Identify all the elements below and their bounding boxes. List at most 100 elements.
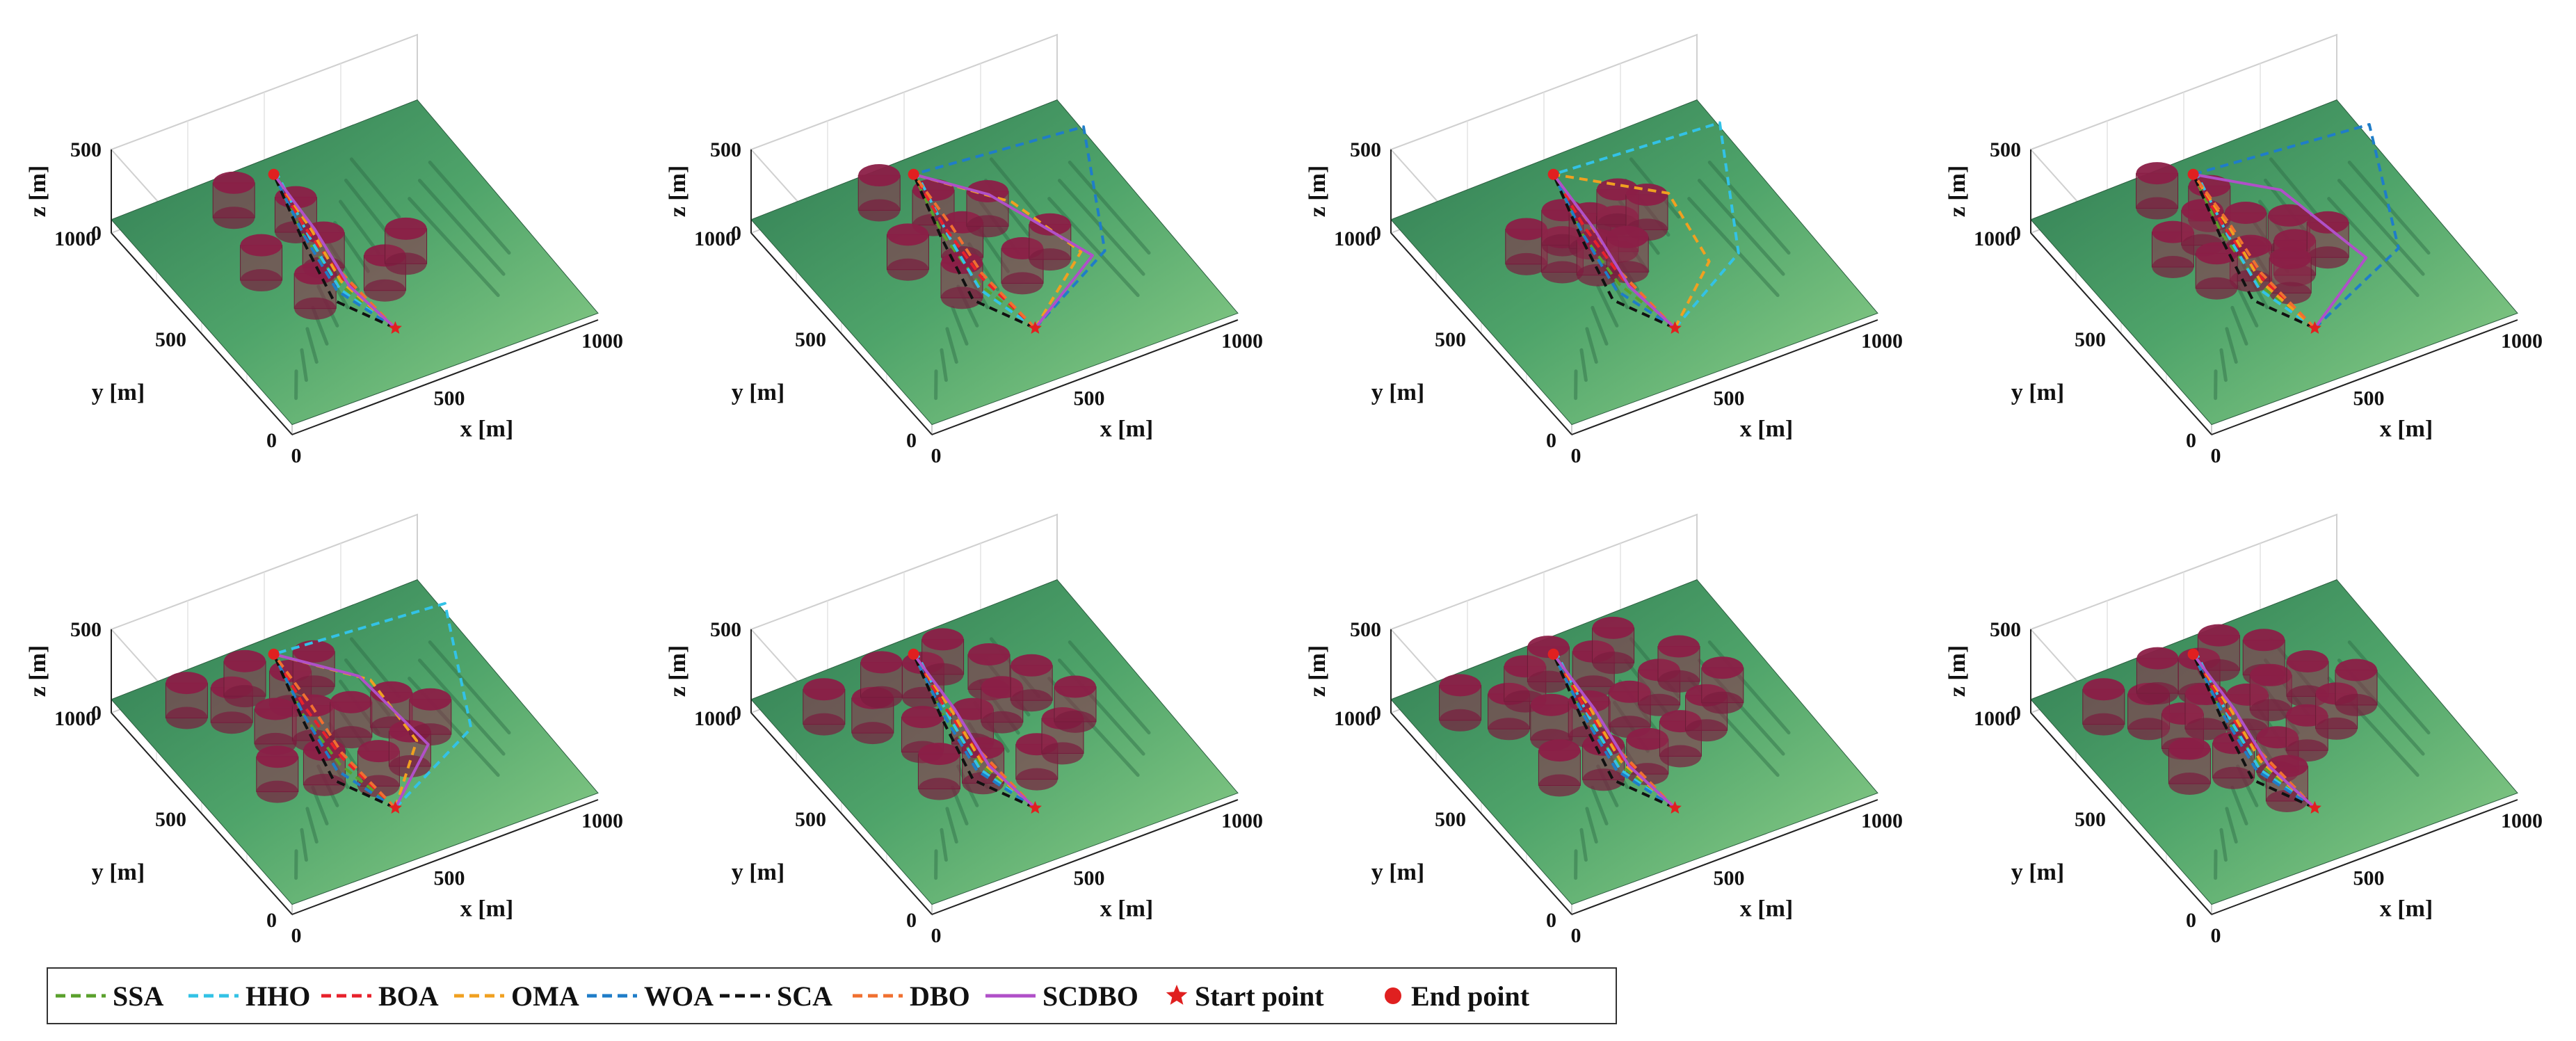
y-axis-label: y [m] xyxy=(732,380,784,405)
start-point-marker xyxy=(1028,800,1042,814)
obstacle-cylinder xyxy=(966,180,1009,238)
path-hho xyxy=(915,172,1036,330)
cylinder-top xyxy=(240,234,282,257)
legend-box xyxy=(47,967,1617,1024)
cylinder-base xyxy=(1658,670,1700,693)
x-axis-label: x [m] xyxy=(1740,896,1793,922)
z-axis-label: z [m] xyxy=(1945,645,1970,697)
cylinder-top xyxy=(255,697,296,720)
path-scdbo xyxy=(1552,173,1676,330)
z-tick-label: 0 xyxy=(2011,702,2021,725)
cylinder-base xyxy=(2168,773,2211,795)
z-axis-label: z [m] xyxy=(25,645,51,697)
legend-label: SSA xyxy=(113,981,163,1012)
y-axis-line xyxy=(2030,232,2212,435)
path-boa xyxy=(272,653,396,809)
terrain-ridge xyxy=(945,807,958,844)
start-point-marker xyxy=(2308,321,2321,334)
cylinder-top xyxy=(968,643,1010,665)
path-sca xyxy=(1552,653,1676,809)
x-axis-label: x [m] xyxy=(460,417,513,442)
x-axis-label: x [m] xyxy=(2380,896,2433,922)
obstacle-cylinder xyxy=(2269,247,2312,305)
path-sca xyxy=(912,653,1036,809)
terrain-ridge xyxy=(1068,160,1151,255)
terrain-ridge xyxy=(940,348,948,382)
path-scdbo xyxy=(2193,172,2368,330)
obstacle-cylinder xyxy=(1701,656,1744,714)
cylinder-top xyxy=(2307,211,2349,234)
y-tick-label: 500 xyxy=(2075,328,2106,351)
x-tick-label: 0 xyxy=(291,924,302,947)
terrain-ridge xyxy=(300,828,308,862)
legend-item-oma: OMA xyxy=(454,981,579,1012)
cylinder-base xyxy=(1538,774,1581,797)
y-axis-line xyxy=(1390,712,1572,915)
terrain-surface xyxy=(750,99,1239,426)
obstacle-cylinder xyxy=(303,739,346,796)
path-dbo xyxy=(912,173,1036,330)
legend-item-end-point: End point xyxy=(1385,981,1530,1012)
cylinder-top xyxy=(1701,656,1744,679)
obstacle-cylinder xyxy=(2195,242,2238,300)
obstacle-cylinder xyxy=(1538,739,1581,797)
end-point-marker xyxy=(908,648,919,660)
y-axis-line xyxy=(750,712,933,915)
z-tick-label: 500 xyxy=(70,618,102,641)
path-scdbo xyxy=(272,173,396,330)
terrain-ridge xyxy=(305,327,319,364)
end-point-marker xyxy=(1547,648,1559,660)
end-point-marker xyxy=(2187,648,2199,660)
cylinder-base xyxy=(1582,768,1625,791)
obstacle-cylinder xyxy=(1010,654,1053,712)
cylinder-top xyxy=(2212,732,2255,754)
cylinder-top xyxy=(2082,678,2125,701)
terrain-ridge xyxy=(305,807,319,844)
cylinder-base xyxy=(1029,248,1071,271)
path-dbo xyxy=(2191,173,2316,330)
y-tick-label: 500 xyxy=(155,328,186,351)
cylinder-base xyxy=(409,723,451,746)
cylinder-base xyxy=(166,707,208,729)
obstacle-cylinder xyxy=(223,649,266,708)
path-scdbo xyxy=(2191,653,2316,809)
obstacle-cylinder xyxy=(291,694,335,752)
obstacle-cylinder xyxy=(2136,162,2179,220)
legend-label: BOA xyxy=(378,981,439,1012)
x-tick-label: 0 xyxy=(931,444,942,467)
cylinder-top xyxy=(887,223,929,246)
cylinder-base xyxy=(2286,739,2328,762)
obstacle-cylinder xyxy=(240,234,283,292)
cylinder-top xyxy=(1592,616,1634,639)
legend: SSA HHO BOA OMA WOA SCA DBO SCDBO Start point End… xyxy=(47,967,1617,1024)
path-sca xyxy=(2191,653,2316,809)
cylinder-top xyxy=(2225,202,2267,224)
cylinder-base xyxy=(1701,691,1744,714)
y-axis-label: y [m] xyxy=(2011,860,2064,885)
legend-label: End point xyxy=(1411,981,1530,1012)
y-axis-label: y [m] xyxy=(1371,860,1424,885)
path-oma xyxy=(1553,172,1711,329)
x-tick-label: 500 xyxy=(2353,867,2385,890)
obstacle-cylinder xyxy=(385,217,428,275)
x-tick-label: 1000 xyxy=(1221,330,1263,353)
z-tick-label: 0 xyxy=(91,222,102,245)
obstacle-cylinder xyxy=(860,651,903,709)
obstacle-cylinder xyxy=(1606,225,1649,284)
obstacle-cylinder xyxy=(2249,663,2292,722)
cylinder-base xyxy=(2185,718,2227,741)
terrain-ridge xyxy=(428,640,511,735)
x-axis-line xyxy=(2211,799,2518,915)
y-tick-label: 500 xyxy=(155,808,186,831)
terrain-ridge xyxy=(2347,640,2431,735)
cylinder-base xyxy=(240,269,282,292)
z-tick-label: 500 xyxy=(1350,138,1381,161)
path-hho xyxy=(1553,121,1740,330)
x-axis-label: x [m] xyxy=(1100,417,1153,442)
cylinder-top xyxy=(2287,650,2328,672)
terrain-ridge xyxy=(951,305,969,346)
